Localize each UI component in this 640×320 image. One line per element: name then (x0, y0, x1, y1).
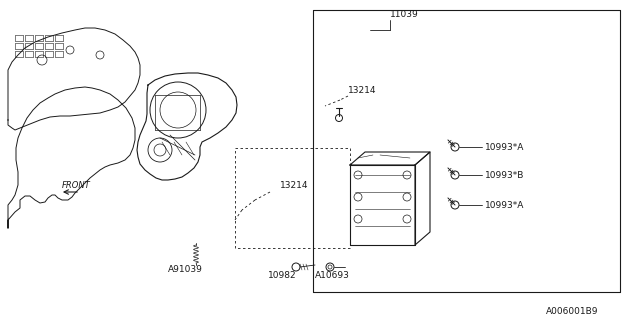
Text: 11039: 11039 (390, 10, 419, 19)
Text: A006001B9: A006001B9 (546, 308, 598, 316)
Text: 10993*A: 10993*A (485, 142, 524, 151)
Text: 13214: 13214 (348, 85, 376, 94)
Text: A10693: A10693 (315, 271, 350, 281)
Text: FRONT: FRONT (62, 180, 91, 189)
Text: 10993*A: 10993*A (485, 201, 524, 210)
Text: 10982: 10982 (268, 271, 296, 281)
Text: 13214: 13214 (280, 180, 308, 189)
Text: 10993*B: 10993*B (485, 171, 524, 180)
Text: A91039: A91039 (168, 266, 203, 275)
